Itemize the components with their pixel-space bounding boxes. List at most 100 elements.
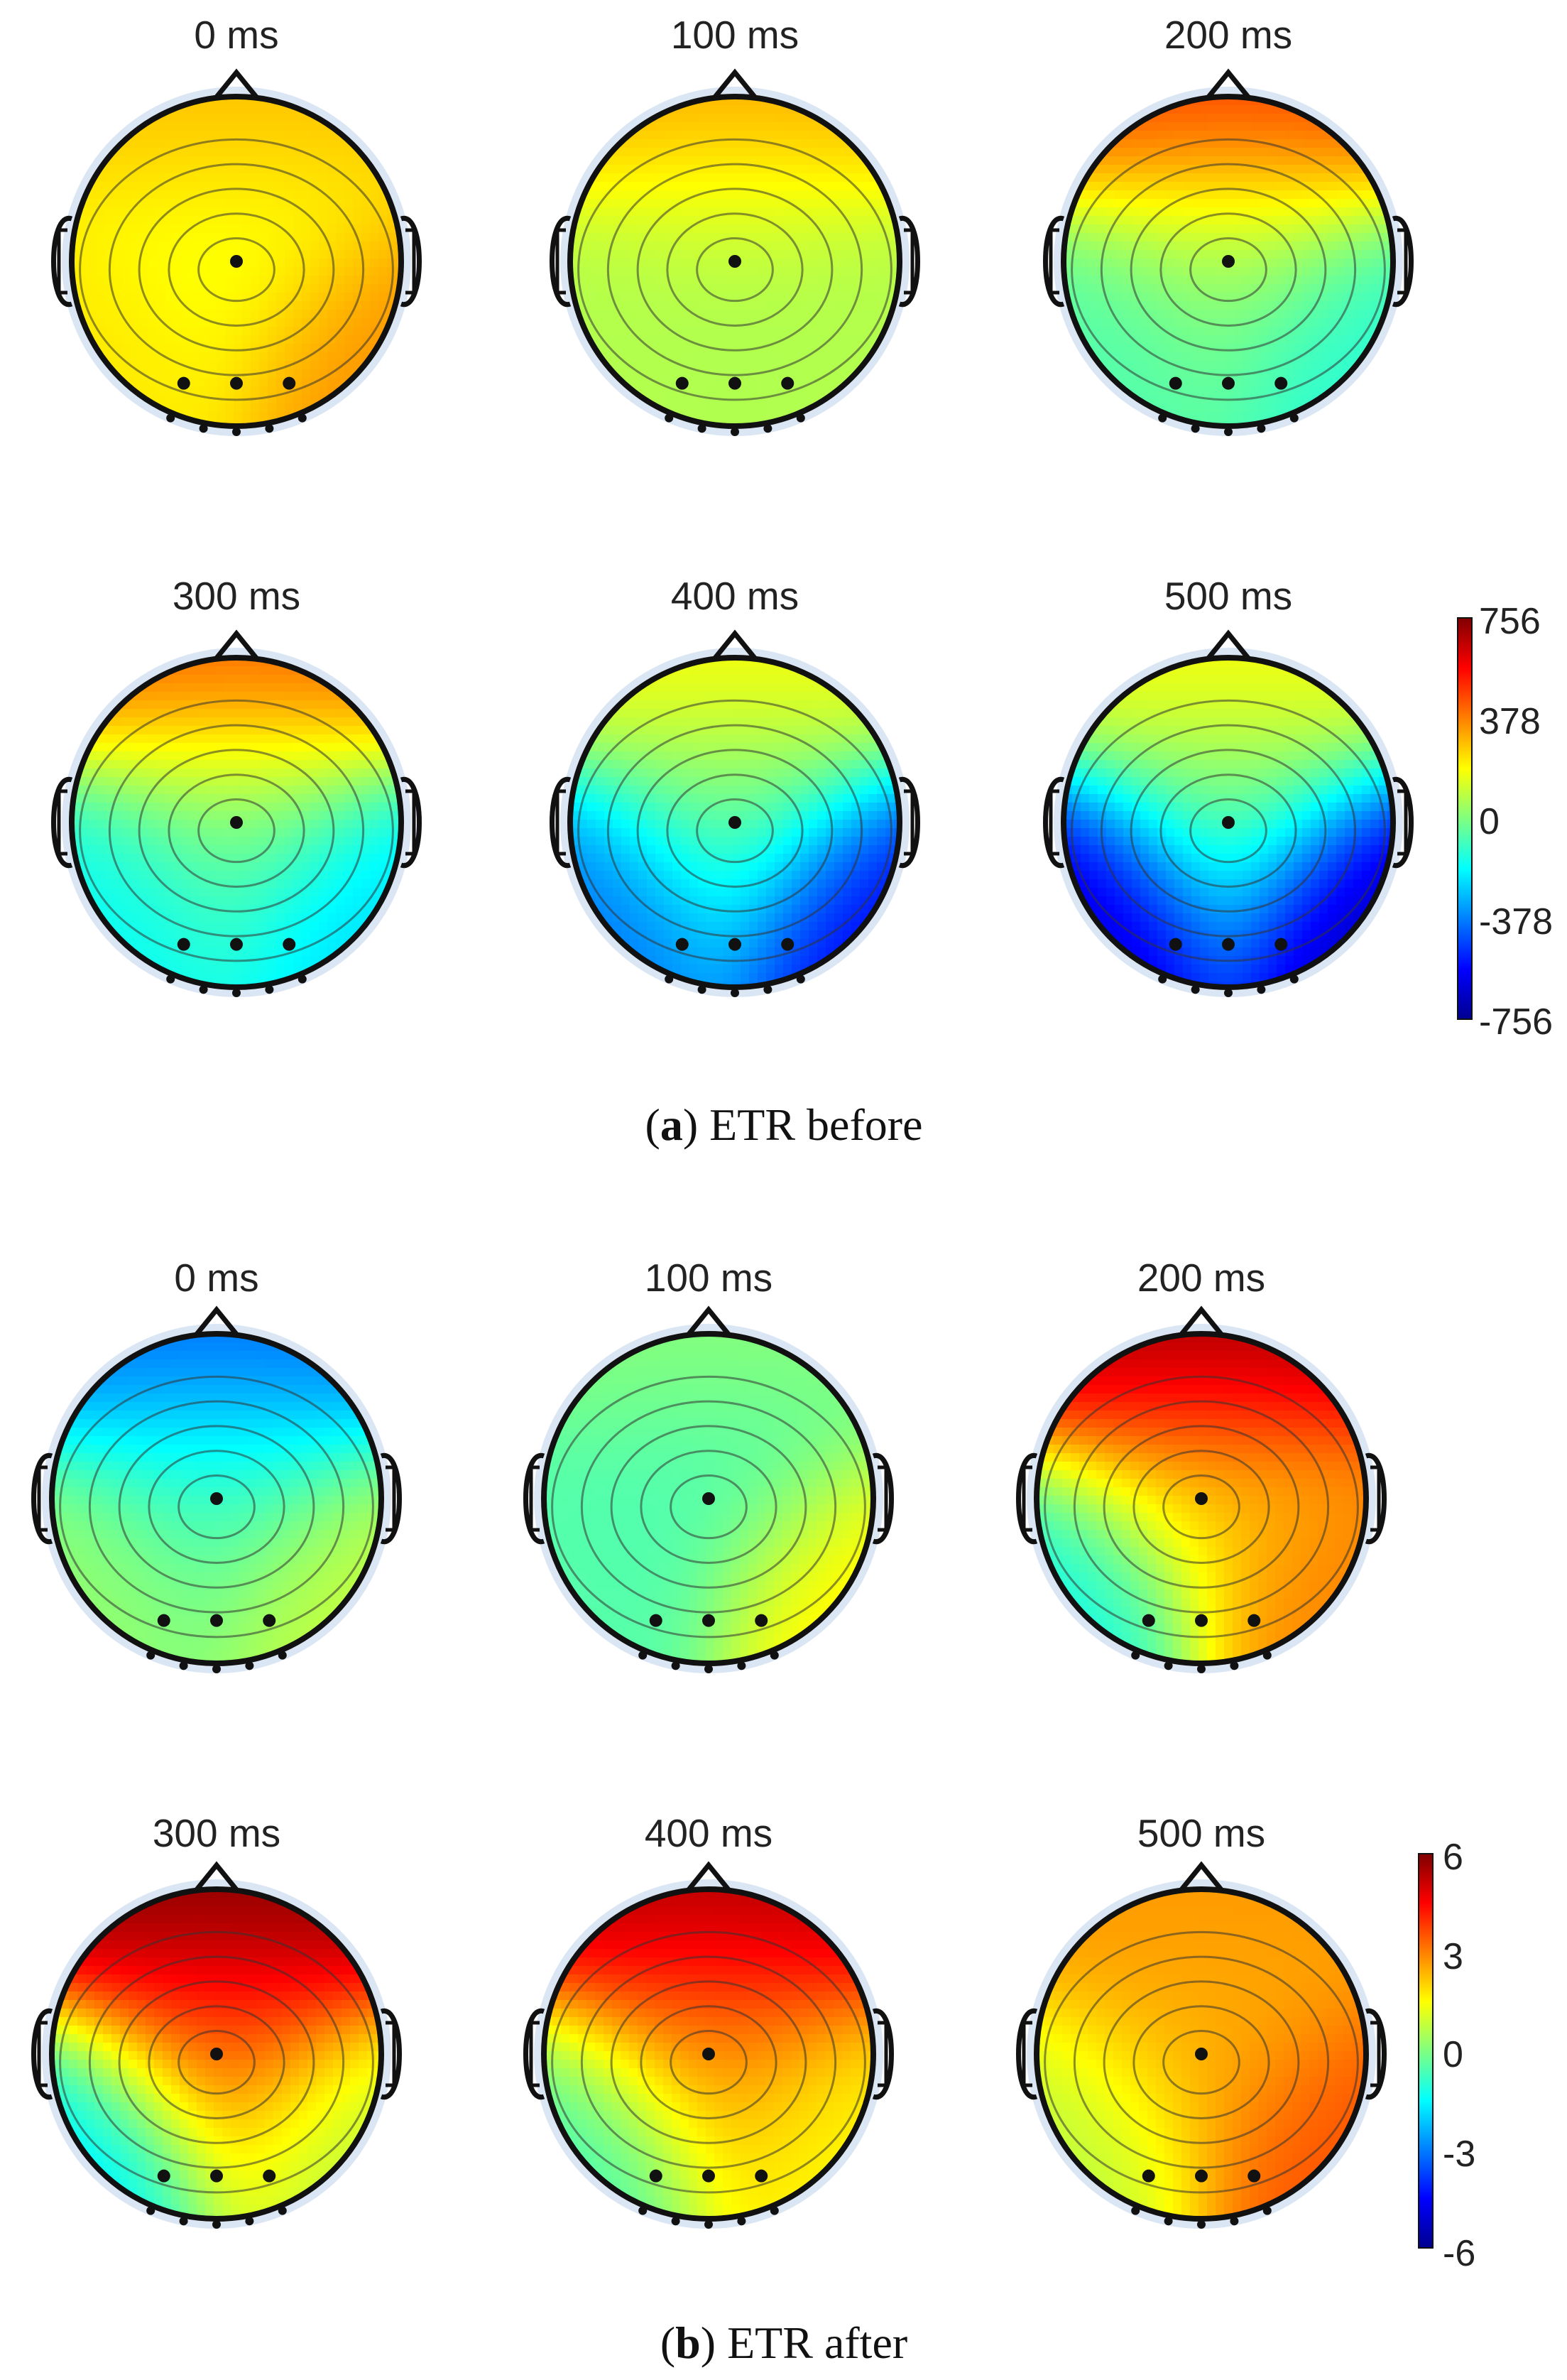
electrode-tick	[1158, 974, 1167, 984]
contour-line	[1103, 1980, 1300, 2144]
electrode-tick	[1131, 2206, 1140, 2215]
electrode-dot	[177, 938, 190, 951]
contour-line	[79, 699, 394, 962]
electrode-dot	[210, 2048, 223, 2060]
contour-line	[59, 1375, 374, 1639]
colorbar-gradient	[1418, 1853, 1434, 2249]
electrode-tick	[665, 974, 674, 984]
time-label: 400 ms	[645, 1811, 772, 1855]
left-ear-inner	[1049, 228, 1059, 295]
electrode-dot	[755, 2169, 768, 2183]
electrode-dot	[1195, 2169, 1208, 2183]
contour-line	[88, 1400, 345, 1614]
right-ear-inner	[878, 1465, 888, 1532]
nose	[1205, 629, 1252, 662]
contour-line	[118, 1980, 315, 2144]
electrode-dot	[649, 1614, 662, 1627]
right-ear-inner	[1397, 789, 1408, 856]
head-outline	[541, 1331, 876, 1666]
right-ear-inner	[405, 789, 416, 856]
topomap	[550, 68, 920, 436]
colorbar-tick: 378	[1479, 701, 1541, 742]
contour-line	[1071, 138, 1386, 401]
left-ear-inner	[57, 789, 67, 856]
topomap	[1043, 68, 1414, 436]
contour-line	[148, 1450, 285, 1564]
contour-lines	[577, 138, 892, 401]
contour-line	[178, 2030, 256, 2095]
time-label: 100 ms	[645, 1256, 772, 1300]
contour-line	[610, 1980, 807, 2144]
nose	[1178, 1305, 1225, 1338]
contour-line	[1103, 1425, 1300, 1589]
left-ear-inner	[1022, 2021, 1032, 2087]
left-ear-inner	[57, 228, 67, 295]
contour-line	[577, 699, 892, 962]
electrode-tick	[166, 413, 175, 423]
contour-lines	[577, 699, 892, 962]
contour-line	[640, 2005, 777, 2119]
electrode-dot	[1247, 2169, 1261, 2183]
electrode-tick	[763, 985, 772, 994]
left-ear	[51, 216, 73, 307]
colorbar-gradient	[1457, 617, 1473, 1020]
right-ear-inner	[386, 2021, 396, 2087]
head-outline	[49, 1886, 384, 2222]
right-ear	[1392, 216, 1414, 307]
left-ear	[51, 777, 73, 868]
head-outline	[1061, 94, 1396, 429]
contour-line	[1189, 798, 1267, 864]
right-ear	[872, 2009, 894, 2099]
contour-line	[168, 212, 305, 327]
contour-lines	[59, 1930, 374, 2194]
colorbar-tick: 6	[1443, 1837, 1463, 1878]
contour-line	[59, 1930, 374, 2194]
electrode-tick	[265, 985, 274, 994]
electrode-dot	[230, 938, 243, 951]
contour-line	[1132, 2005, 1270, 2119]
contour-line	[1189, 237, 1267, 303]
time-label: 100 ms	[671, 13, 799, 57]
caption-a: (a) ETR before	[645, 1099, 923, 1150]
electrode-tick	[265, 424, 274, 433]
left-ear-inner	[555, 228, 566, 295]
caption-letter: b	[675, 2317, 701, 2368]
potential-field	[52, 1334, 381, 1663]
contour-lines	[1044, 1930, 1359, 2194]
left-ear	[1016, 2009, 1038, 2099]
electrode-tick	[199, 424, 208, 433]
colorbar-tick: -3	[1443, 2134, 1475, 2175]
electrode-dot	[728, 938, 741, 951]
electrode-dot	[1195, 1614, 1208, 1627]
electrode-tick	[671, 1661, 680, 1670]
nose	[213, 68, 260, 101]
contour-line	[138, 188, 335, 352]
contour-line	[1044, 1375, 1359, 1639]
contour-line	[606, 724, 863, 938]
contour-line	[197, 237, 275, 303]
electrode-tick	[737, 1661, 746, 1670]
time-label: 0 ms	[174, 1256, 258, 1300]
head-outline	[1034, 1886, 1369, 2222]
electrode-dot	[1222, 816, 1235, 829]
electrode-tick	[1131, 1651, 1140, 1660]
left-ear	[550, 777, 572, 868]
colorbar-tick: -6	[1443, 2233, 1475, 2274]
right-ear	[898, 777, 920, 868]
left-ear-inner	[529, 2021, 540, 2087]
electrode-tick	[166, 974, 175, 984]
contour-line	[1159, 212, 1297, 327]
electrode-tick	[232, 989, 241, 997]
topomap	[523, 1305, 894, 1673]
electrode-tick	[1224, 989, 1233, 997]
electrode-tick	[212, 2220, 221, 2229]
time-label: 300 ms	[173, 574, 300, 618]
electrode-dot	[283, 376, 296, 390]
electrode-dot	[1169, 376, 1182, 390]
electrode-tick	[638, 1651, 648, 1660]
electrode-tick	[278, 1651, 287, 1660]
contour-line	[670, 1474, 748, 1540]
electrode-dot	[157, 1614, 170, 1627]
contour-lines	[1071, 699, 1386, 962]
contour-lines	[551, 1930, 866, 2194]
